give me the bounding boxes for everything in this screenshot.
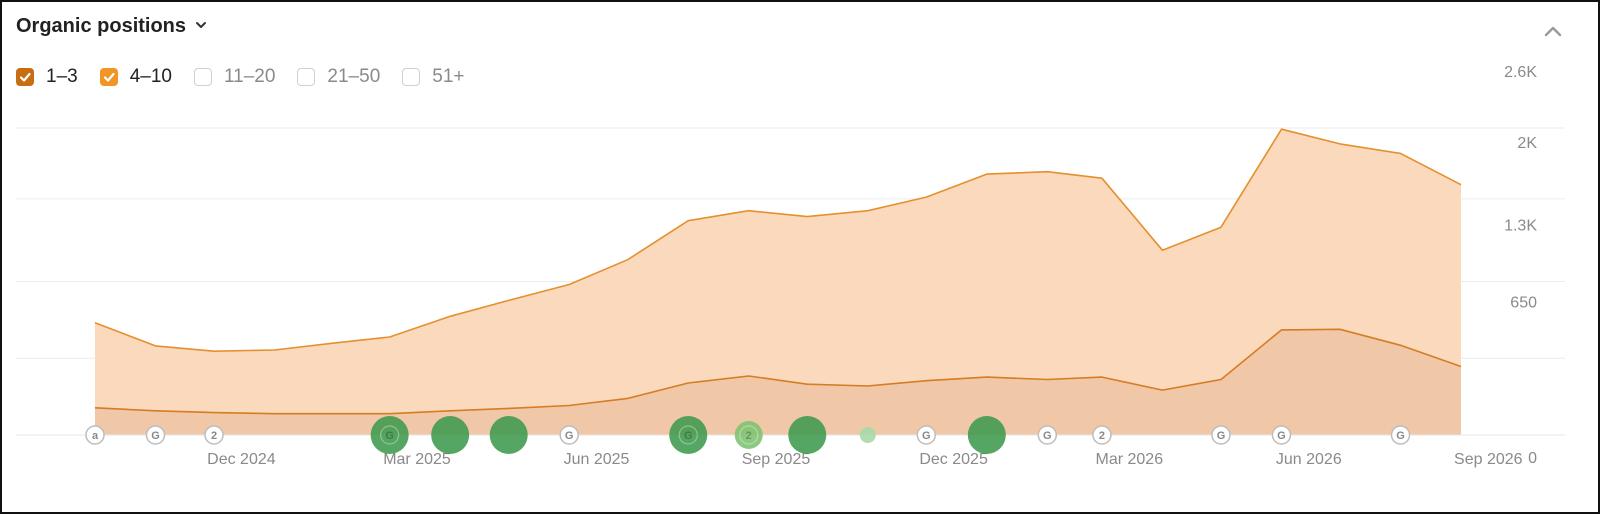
event-bubble	[669, 416, 708, 454]
event-bubble-ring	[380, 425, 400, 445]
event-bubble	[431, 416, 470, 454]
event-marker-label: a	[92, 430, 99, 442]
filter-label: 4–10	[129, 66, 172, 87]
event-marker	[1390, 425, 1411, 445]
checkbox[interactable]	[402, 68, 421, 86]
event-marker	[916, 425, 937, 445]
x-tick-label: Sep 2026	[1454, 451, 1523, 468]
position-filters: 1–3 4–10 11–20 21–50 51+	[16, 66, 487, 88]
event-bubble-ring	[678, 425, 698, 445]
filter-4-10[interactable]: 4–10	[99, 66, 172, 88]
event-marker-label: G	[1277, 430, 1286, 442]
widget-title-dropdown[interactable]: Organic positions	[16, 15, 208, 38]
filter-11-20[interactable]: 11–20	[193, 66, 276, 88]
event-marker-label: G	[1043, 430, 1052, 442]
x-tick-label: Dec 2024	[207, 451, 276, 468]
event-marker-label: G	[1217, 430, 1226, 442]
filter-label: 11–20	[223, 66, 276, 87]
x-tick-label: Mar 2026	[1096, 451, 1164, 468]
filter-21-50[interactable]: 21–50	[297, 66, 380, 88]
event-marker-label: G	[922, 430, 931, 442]
event-bubble-ring	[739, 425, 759, 445]
area-1-3	[95, 329, 1461, 435]
event-bubble-label: G	[684, 430, 693, 442]
filter-label: 1–3	[46, 66, 78, 87]
event-marker	[1092, 425, 1112, 445]
event-marker-label: G	[565, 430, 574, 442]
checkbox[interactable]	[193, 68, 212, 86]
event-bubble	[370, 416, 409, 454]
y-tick-label: 2K	[1517, 135, 1537, 152]
event-marker	[204, 425, 224, 445]
event-marker-label: 2	[1099, 430, 1105, 442]
area-4-10	[95, 129, 1461, 435]
checkbox[interactable]	[16, 68, 34, 86]
chevron-up-icon	[1538, 26, 1568, 50]
y-tick-label: 0	[1528, 450, 1537, 467]
event-bubble	[734, 421, 763, 449]
event-marker	[1211, 425, 1231, 445]
filter-label: 51+	[432, 66, 465, 87]
event-bubble	[489, 416, 528, 454]
series-line-4-10	[94, 128, 1462, 353]
x-tick-label: Mar 2025	[383, 451, 451, 468]
y-tick-label: 1.3K	[1504, 218, 1537, 235]
x-tick-label: Dec 2025	[919, 451, 988, 468]
event-marker-label: G	[151, 430, 160, 442]
event-bubble-label: G	[385, 430, 394, 442]
event-marker-label: 2	[211, 430, 217, 442]
event-marker	[1271, 425, 1292, 445]
filter-51-plus[interactable]: 51+	[402, 66, 465, 88]
x-tick-label: Jun 2026	[1276, 451, 1342, 468]
widget-title: Organic positions	[16, 15, 187, 37]
filter-label: 21–50	[327, 66, 381, 87]
event-marker-label: G	[1396, 430, 1405, 442]
checkbox[interactable]	[297, 68, 316, 86]
x-tick-label: Sep 2025	[742, 451, 811, 468]
event-bubble-label: 2	[746, 430, 752, 442]
y-tick-label: 2.6K	[1504, 64, 1537, 81]
collapse-button[interactable]	[1538, 16, 1568, 46]
checkbox[interactable]	[99, 68, 118, 86]
event-marker	[1037, 425, 1058, 445]
event-marker	[85, 425, 105, 445]
series-line-1-3	[94, 328, 1462, 415]
y-tick-label: 650	[1510, 294, 1537, 311]
x-tick-label: Jun 2025	[564, 451, 630, 468]
event-bubble	[967, 416, 1006, 454]
event-bubble	[859, 427, 876, 443]
event-marker	[145, 425, 166, 445]
filter-1-3[interactable]: 1–3	[16, 66, 78, 88]
chevron-down-icon	[194, 15, 208, 38]
event-bubble	[788, 416, 827, 454]
event-marker	[559, 425, 579, 445]
